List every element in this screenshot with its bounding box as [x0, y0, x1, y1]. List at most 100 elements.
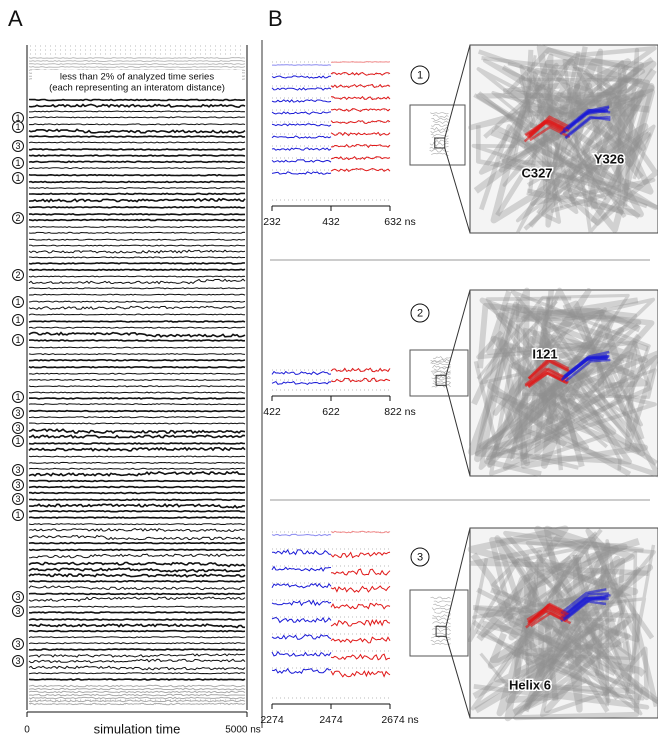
marker-label: 1 — [15, 297, 20, 307]
marker-label: 3 — [15, 592, 20, 602]
trace — [29, 220, 245, 221]
axis-title: simulation time — [94, 721, 181, 736]
trace — [29, 411, 245, 412]
trace — [29, 64, 245, 65]
trace — [272, 65, 331, 66]
marker-label: 1 — [417, 69, 423, 81]
trace — [29, 239, 245, 240]
trace — [29, 360, 245, 361]
trace — [29, 100, 245, 101]
trace — [272, 100, 331, 102]
trace — [29, 269, 245, 270]
marker-label: 3 — [15, 639, 20, 649]
trace — [29, 181, 245, 182]
trace — [29, 288, 245, 289]
trace — [29, 694, 245, 695]
trace — [29, 659, 245, 663]
trace — [331, 569, 390, 575]
trace — [272, 112, 331, 114]
trace — [29, 691, 245, 692]
panel-label: A — [8, 6, 23, 31]
trace — [29, 404, 245, 405]
trace — [29, 481, 245, 482]
trace — [331, 586, 390, 592]
trace — [29, 703, 245, 704]
trace — [272, 534, 331, 535]
trace — [29, 685, 245, 686]
trace — [29, 124, 245, 125]
trace — [29, 193, 245, 194]
trace — [29, 175, 245, 176]
trace — [29, 250, 245, 253]
trace — [29, 214, 245, 215]
trace — [29, 499, 245, 500]
trace — [29, 535, 245, 539]
trace — [29, 379, 245, 380]
marker-label: 1 — [15, 436, 20, 446]
trace — [29, 149, 245, 150]
trace — [29, 188, 245, 189]
marker-label: 1 — [15, 315, 20, 325]
trace — [29, 161, 245, 162]
trace — [29, 386, 245, 387]
tick-label: 0 — [24, 725, 30, 736]
trace — [29, 493, 245, 494]
trace — [29, 643, 245, 644]
marker-label: 3 — [15, 656, 20, 666]
trace — [29, 554, 245, 558]
trace — [29, 511, 245, 512]
trace — [331, 133, 390, 136]
trace — [272, 652, 331, 657]
trace — [29, 666, 245, 670]
trace — [29, 429, 245, 433]
trace — [331, 637, 390, 643]
tick-label: 822 ns — [384, 406, 416, 418]
trace — [29, 423, 245, 424]
trace — [29, 199, 245, 202]
trace — [331, 654, 390, 660]
trace — [331, 97, 390, 100]
trace — [331, 62, 390, 63]
trace — [272, 584, 331, 588]
trace — [331, 620, 390, 626]
trace — [29, 117, 245, 118]
trace — [29, 697, 245, 698]
trace — [29, 462, 245, 463]
trace — [29, 333, 245, 337]
trace — [272, 601, 331, 606]
marker-label: 3 — [417, 551, 423, 563]
tick-label: 622 — [322, 406, 340, 418]
residue-label: I121 — [532, 346, 557, 361]
trace — [272, 148, 331, 150]
marker-label: 3 — [15, 141, 20, 151]
tick-label: 422 — [263, 406, 281, 418]
trace — [29, 276, 245, 277]
trace — [29, 468, 245, 469]
trace — [272, 160, 331, 162]
trace — [29, 568, 245, 572]
trace — [272, 372, 331, 375]
trace — [29, 673, 245, 674]
trace — [29, 529, 245, 532]
trace — [29, 417, 245, 418]
trace — [29, 637, 245, 638]
trace — [29, 347, 245, 348]
trace — [272, 136, 331, 138]
trace — [29, 168, 245, 169]
trace — [272, 550, 331, 555]
trace — [29, 306, 245, 309]
trace — [272, 567, 331, 571]
trace — [29, 263, 245, 264]
trace — [29, 517, 245, 518]
trace — [272, 124, 331, 126]
trace — [272, 618, 331, 623]
trace — [331, 145, 390, 148]
trace — [29, 574, 245, 577]
trace — [29, 373, 245, 374]
trace — [29, 105, 245, 108]
trace — [29, 392, 245, 393]
tick-label: 2474 — [319, 714, 343, 726]
trace — [29, 487, 245, 488]
trace — [29, 549, 245, 550]
marker-label: 1 — [15, 392, 20, 402]
